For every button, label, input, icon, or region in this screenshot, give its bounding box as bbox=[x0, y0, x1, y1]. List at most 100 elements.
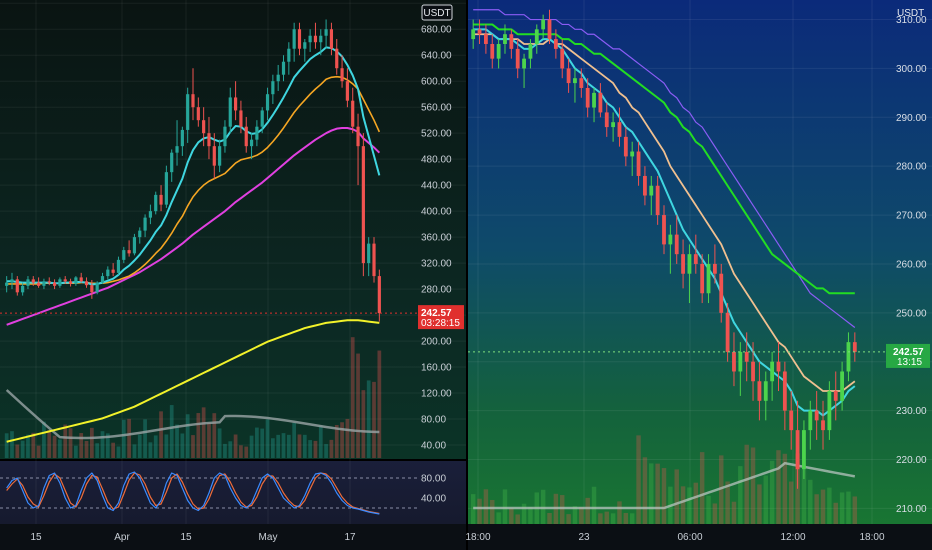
right-volume-bar bbox=[846, 491, 851, 524]
left-volume-bar bbox=[324, 444, 328, 458]
left-candle-body bbox=[345, 81, 349, 101]
right-volume-bar bbox=[477, 498, 482, 524]
left-candle-body bbox=[260, 110, 264, 127]
left-volume-bar bbox=[270, 438, 275, 458]
left-candle-body bbox=[180, 129, 184, 147]
right-candle-body bbox=[515, 48, 520, 69]
left-price-tick-label: 560.00 bbox=[421, 103, 452, 114]
right-background bbox=[468, 0, 932, 550]
left-candle-body bbox=[271, 81, 275, 95]
left-price-tick-label: 320.00 bbox=[421, 259, 452, 270]
left-candle-body bbox=[111, 269, 115, 273]
right-volume-bar bbox=[782, 453, 788, 524]
left-candle-body bbox=[233, 97, 238, 111]
right-volume-bar bbox=[750, 447, 756, 524]
right-price-tick-label: 210.00 bbox=[896, 504, 927, 515]
panel-divider[interactable] bbox=[466, 0, 468, 550]
right-candle-body bbox=[553, 39, 558, 49]
left-candle-body bbox=[367, 243, 371, 264]
right-candle-body bbox=[547, 19, 552, 40]
right-candle-body bbox=[509, 34, 514, 49]
left-candle-body bbox=[10, 279, 14, 283]
right-candle-body bbox=[687, 254, 692, 274]
left-stoch-rsi: 80.00 40.00 bbox=[0, 471, 446, 515]
left-candle-body bbox=[335, 48, 339, 69]
right-volume-bar bbox=[649, 463, 654, 524]
right-candle-body bbox=[840, 371, 845, 401]
right-candle-body bbox=[833, 391, 838, 401]
right-candle-body bbox=[566, 68, 571, 84]
left-last-price-label: 242.57 bbox=[421, 308, 452, 319]
right-candle-body bbox=[725, 312, 730, 352]
left-candle-body bbox=[361, 146, 365, 264]
left-volume-bar bbox=[286, 434, 291, 458]
left-price-tick-label: 640.00 bbox=[421, 51, 452, 62]
left-candle-body bbox=[42, 281, 46, 286]
right-time-tick-label: 23 bbox=[578, 532, 590, 543]
left-volume-bar bbox=[63, 424, 68, 458]
left-volume-bar bbox=[201, 407, 206, 458]
left-volume-bar bbox=[20, 440, 25, 458]
right-candle-body bbox=[719, 273, 724, 313]
left-volume-bar bbox=[297, 434, 302, 458]
left-candle-body bbox=[303, 42, 307, 49]
left-candle-body bbox=[26, 279, 30, 286]
right-volume-bar bbox=[642, 457, 648, 524]
left-candle-body bbox=[356, 126, 360, 147]
left-volume-bar bbox=[244, 446, 249, 458]
right-candle-body bbox=[490, 43, 495, 59]
left-volume-ma-line bbox=[5, 389, 380, 440]
right-time-axis[interactable]: 18:00 23 06:00 12:00 18:00 bbox=[465, 524, 932, 550]
right-candle-body bbox=[846, 342, 851, 372]
right-price-axis[interactable]: 310.00 300.00 290.00 280.00 270.00 260.00 250.… bbox=[896, 8, 927, 515]
right-candle-body bbox=[662, 215, 666, 245]
right-volume-bar bbox=[852, 496, 858, 524]
left-candle-body bbox=[351, 100, 355, 127]
left-price-axis[interactable]: 680.00 640.00 600.00 560.00 520.00 480.00 440.… bbox=[421, 4, 453, 452]
left-background bbox=[0, 0, 466, 550]
right-volume-bar bbox=[674, 469, 679, 524]
left-time-tick-label: 15 bbox=[180, 532, 192, 543]
left-candle-body bbox=[308, 35, 312, 43]
right-candle-body bbox=[821, 420, 825, 431]
right-candle-body bbox=[649, 185, 654, 196]
left-candle-body bbox=[84, 281, 89, 286]
right-candle-body bbox=[643, 175, 647, 196]
left-price-tick-label: 480.00 bbox=[421, 155, 452, 166]
right-volume-bar bbox=[598, 513, 603, 524]
left-candles bbox=[0, 19, 420, 322]
right-candle-body bbox=[712, 263, 717, 274]
right-candle-body bbox=[827, 391, 832, 431]
left-candle-body bbox=[202, 120, 206, 134]
right-ema-violet-line bbox=[473, 9, 856, 328]
left-candle-body bbox=[249, 139, 254, 147]
right-volume-ma-line bbox=[473, 461, 856, 510]
right-candle-body bbox=[579, 78, 584, 88]
right-candle-body bbox=[776, 361, 781, 372]
left-volume-bar bbox=[164, 434, 169, 458]
left-indicator-lines bbox=[6, 46, 381, 443]
left-candle-body bbox=[239, 110, 243, 127]
left-candle-body bbox=[79, 277, 83, 282]
right-candle-body bbox=[560, 48, 565, 69]
left-volume-bar bbox=[52, 435, 57, 458]
left-volume-bar bbox=[239, 445, 243, 458]
left-candle-body bbox=[21, 285, 25, 293]
left-price-tick-label: 600.00 bbox=[421, 77, 452, 88]
right-volume-bar bbox=[788, 481, 794, 524]
left-time-axis[interactable]: 15 Apr 15 May 17 bbox=[0, 524, 466, 550]
left-candle-body bbox=[37, 282, 41, 286]
right-candle-body bbox=[611, 122, 616, 128]
left-volume-bar bbox=[302, 434, 307, 458]
right-time-tick-label: 06:00 bbox=[677, 532, 702, 543]
left-volume-bar bbox=[36, 445, 41, 458]
right-last-price-tag bbox=[886, 343, 930, 368]
left-volume-bar bbox=[31, 432, 36, 458]
right-candle-body bbox=[808, 410, 813, 431]
right-volume-bar bbox=[521, 503, 527, 524]
right-volume-bar bbox=[585, 497, 590, 524]
left-candle-body bbox=[58, 279, 62, 286]
right-volume-bar bbox=[744, 444, 749, 524]
